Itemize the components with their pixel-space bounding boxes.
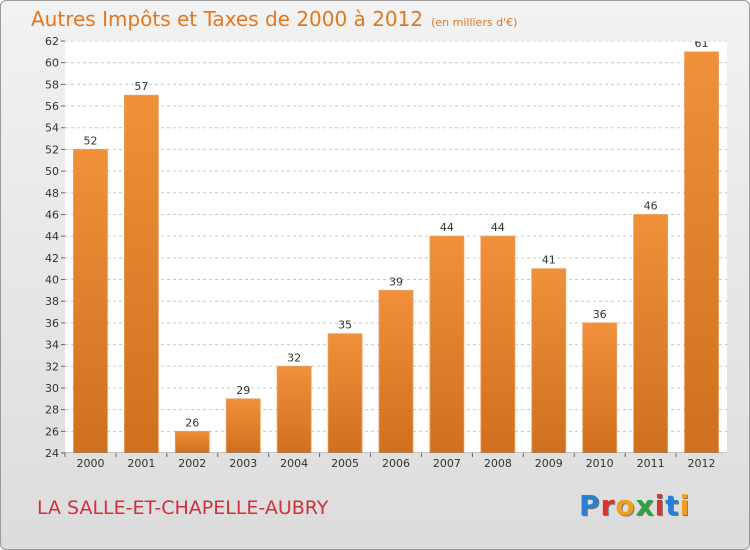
y-tick-label: 52 bbox=[45, 143, 59, 156]
commune-name: LA SALLE-ET-CHAPELLE-AUBRY bbox=[37, 497, 329, 519]
bar bbox=[73, 149, 108, 453]
bar bbox=[123, 94, 159, 453]
title-text: Autres Impôts et Taxes de 2000 à 2012 bbox=[31, 7, 424, 31]
bar-data-label: 36 bbox=[593, 308, 607, 321]
x-tick-label: 2004 bbox=[280, 457, 308, 470]
y-tick-label: 40 bbox=[45, 274, 59, 287]
bar bbox=[276, 365, 312, 453]
y-tick-label: 38 bbox=[45, 295, 59, 308]
y-tick-label: 54 bbox=[45, 122, 59, 135]
bar bbox=[633, 214, 669, 453]
y-tick-label: 32 bbox=[45, 360, 59, 373]
bar bbox=[480, 235, 516, 453]
y-tick-label: 48 bbox=[45, 187, 59, 200]
bar-data-label: 46 bbox=[644, 199, 658, 212]
bar-data-label: 35 bbox=[338, 319, 352, 332]
bar bbox=[582, 322, 618, 453]
bar-data-label: 52 bbox=[83, 134, 97, 147]
y-tick-label: 34 bbox=[45, 339, 59, 352]
bar-data-label: 41 bbox=[542, 254, 556, 267]
proxiti-logo: Proxiti bbox=[579, 489, 690, 522]
logo-letter: P bbox=[579, 489, 601, 522]
y-tick-label: 44 bbox=[45, 230, 59, 243]
y-tick-label: 36 bbox=[45, 317, 59, 330]
y-tick-label: 26 bbox=[45, 425, 59, 438]
logo-letter: r bbox=[600, 489, 616, 522]
y-tick-label: 58 bbox=[45, 78, 59, 91]
x-tick-label: 2012 bbox=[688, 457, 716, 470]
bar-data-label: 26 bbox=[185, 416, 199, 429]
x-tick-label: 2005 bbox=[331, 457, 359, 470]
y-tick-label: 24 bbox=[45, 447, 59, 460]
logo-letter: i bbox=[654, 489, 666, 522]
x-tick-label: 2008 bbox=[484, 457, 512, 470]
bar bbox=[378, 289, 414, 453]
x-tick-label: 2003 bbox=[229, 457, 257, 470]
bar bbox=[225, 398, 261, 453]
title-unit: (en milliers d'€) bbox=[431, 16, 518, 29]
x-tick-label: 2009 bbox=[535, 457, 563, 470]
y-tick-label: 60 bbox=[45, 57, 59, 70]
logo-letter: i bbox=[679, 489, 691, 522]
x-tick-label: 2002 bbox=[178, 457, 206, 470]
plot-area: 52 57 26 29 32 35 39 44 44 41 36 46 61 bbox=[65, 41, 727, 453]
bar-data-label: 44 bbox=[440, 221, 454, 234]
logo-letter: x bbox=[635, 489, 655, 522]
y-tick-label: 56 bbox=[45, 100, 59, 113]
y-tick-label: 30 bbox=[45, 382, 59, 395]
y-tick-label: 28 bbox=[45, 404, 59, 417]
x-tick-label: 2006 bbox=[382, 457, 410, 470]
bar bbox=[684, 51, 719, 453]
bar bbox=[174, 430, 210, 453]
bar-data-label: 29 bbox=[236, 384, 250, 397]
bar-data-label: 57 bbox=[134, 80, 148, 93]
y-tick-label: 62 bbox=[45, 35, 59, 48]
bar-data-label: 44 bbox=[491, 221, 505, 234]
x-tick-label: 2001 bbox=[127, 457, 155, 470]
bar-data-label: 61 bbox=[695, 41, 709, 50]
bar-data-label: 32 bbox=[287, 351, 301, 364]
chart-title: Autres Impôts et Taxes de 2000 à 2012 (en… bbox=[31, 7, 517, 31]
bar-chart: 52 57 26 29 32 35 39 44 44 41 36 46 61 bbox=[65, 41, 727, 453]
x-tick-label: 2010 bbox=[586, 457, 614, 470]
x-tick-label: 2000 bbox=[76, 457, 104, 470]
x-tick-label: 2007 bbox=[433, 457, 461, 470]
logo-letter: t bbox=[665, 489, 680, 522]
bar bbox=[327, 333, 363, 453]
bar bbox=[531, 268, 567, 453]
logo-letter: o bbox=[615, 489, 636, 522]
x-tick-label: 2011 bbox=[637, 457, 665, 470]
bar-data-label: 39 bbox=[389, 275, 403, 288]
bar bbox=[429, 235, 465, 453]
y-tick-label: 46 bbox=[45, 208, 59, 221]
y-tick-label: 42 bbox=[45, 252, 59, 265]
y-tick-label: 50 bbox=[45, 165, 59, 178]
